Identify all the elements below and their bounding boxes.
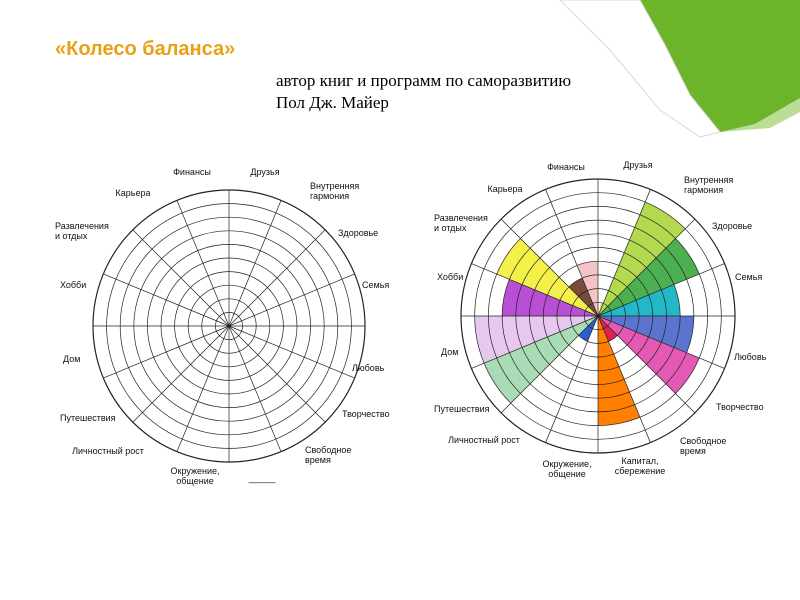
grid-spoke	[228, 273, 355, 327]
sector-fill-развлечения	[568, 278, 598, 316]
sector-label-развлечения: и отдых	[55, 231, 88, 241]
sector-label-внутренняя: гармония	[684, 185, 723, 195]
sector-label-хобби: Хобби	[437, 272, 463, 282]
sector-label-здоровье: Здоровье	[712, 221, 752, 231]
sector-label-blank: ———	[249, 477, 276, 487]
grid-spoke	[597, 218, 696, 317]
sector-fill-личностный-рост	[484, 316, 598, 404]
sector-label-личностный-рост: Личностный рост	[448, 435, 520, 445]
sector-label-путешествия: Путешествия	[60, 413, 116, 423]
grid-spoke	[228, 200, 282, 327]
sector-label-окружение: общение	[548, 469, 585, 479]
grid-spoke	[176, 325, 230, 452]
sector-label-окружение: Окружение,	[543, 459, 592, 469]
slide-title: «Колесо баланса»	[55, 38, 236, 60]
sector-label-творчество: Творчество	[342, 409, 390, 419]
sector-label-капитал: сбережение	[615, 466, 666, 476]
sector-fill-здоровье	[598, 284, 681, 316]
sector-label-финансы: Финансы	[173, 167, 211, 177]
sector-label-любовь: Любовь	[734, 352, 767, 362]
sector-fill-окружение	[578, 316, 598, 342]
grid-spoke	[597, 263, 725, 317]
grid-spoke	[228, 229, 326, 327]
sector-label-творчество: Творчество	[716, 402, 764, 412]
sector-label-свободное: время	[305, 455, 331, 465]
sector-label-свободное: Свободное	[305, 445, 351, 455]
sector-label-друзья: Друзья	[250, 167, 279, 177]
grid-spoke	[597, 315, 725, 369]
sector-label-капитал: Капитал,	[622, 456, 659, 466]
grid-spoke	[597, 315, 696, 414]
sector-label-окружение: Окружение,	[171, 466, 220, 476]
sector-label-внутренняя: гармония	[310, 191, 349, 201]
sector-label-свободное: время	[680, 446, 706, 456]
sector-label-здоровье: Здоровье	[338, 228, 378, 238]
sector-label-внутренняя: Внутренняя	[310, 181, 359, 191]
grid-spoke	[228, 325, 326, 423]
subtitle-line-1: автор книг и программ по саморазвитию	[276, 71, 572, 90]
sector-label-карьера: Карьера	[116, 188, 151, 198]
sector-label-развлечения: Развлечения	[434, 213, 488, 223]
grid-spoke	[545, 315, 599, 443]
sector-label-свободное: Свободное	[680, 436, 726, 446]
grid-spoke	[176, 200, 230, 327]
sector-label-любовь: Любовь	[352, 363, 385, 373]
sector-fill-путешествия	[474, 316, 598, 364]
grid-spoke	[597, 189, 651, 317]
sector-label-финансы: Финансы	[547, 162, 585, 172]
grid-spoke	[103, 273, 230, 327]
grid-spoke	[500, 218, 599, 317]
sector-label-внутренняя: Внутренняя	[684, 175, 733, 185]
sector-label-развлечения: Развлечения	[55, 221, 109, 231]
curl-green-band	[640, 0, 800, 132]
sector-label-личностный-рост: Личностный рост	[72, 446, 144, 456]
sector-label-дом: Дом	[441, 347, 458, 357]
grid-spoke	[228, 325, 355, 379]
subtitle-line-2: Пол Дж. Майер	[276, 93, 389, 112]
grid-spoke	[228, 325, 282, 452]
sector-label-карьера: Карьера	[488, 184, 523, 194]
grid-spoke	[500, 315, 599, 414]
grid-spoke	[471, 315, 599, 369]
grid-spoke	[132, 229, 230, 327]
grid-spoke	[597, 315, 651, 443]
sector-label-развлечения: и отдых	[434, 223, 467, 233]
sector-label-семья: Семья	[735, 272, 762, 282]
sector-label-путешествия: Путешествия	[434, 404, 490, 414]
grid-spoke	[545, 189, 599, 317]
sector-label-окружение: общение	[176, 476, 213, 486]
sector-fill-семья	[598, 316, 694, 353]
slide-subtitle: автор книг и программ по саморазвитию По…	[276, 70, 571, 114]
sector-fill-дом	[502, 279, 598, 316]
sector-label-дом: Дом	[63, 354, 80, 364]
grid-spoke	[103, 325, 230, 379]
grid-spoke	[132, 325, 230, 423]
grid-spoke	[471, 263, 599, 317]
sector-fill-друзья	[598, 202, 686, 316]
sector-label-семья: Семья	[362, 280, 389, 290]
sector-label-хобби: Хобби	[60, 280, 86, 290]
sector-label-друзья: Друзья	[623, 160, 652, 170]
sector-fill-свободное	[598, 316, 640, 426]
sector-fill-творчество	[598, 316, 618, 342]
